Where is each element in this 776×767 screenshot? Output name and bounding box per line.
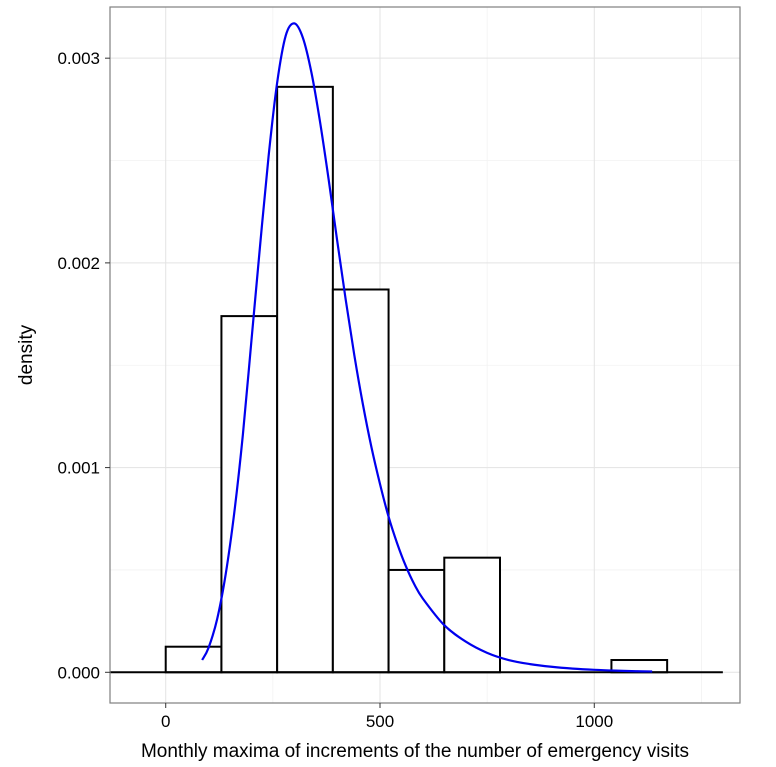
x-tick-label: 0 bbox=[161, 712, 170, 731]
panel-border bbox=[109, 6, 741, 704]
axis-ticks: 0 500 1000 0.000 0.001 0.002 0.003 bbox=[57, 49, 613, 731]
x-axis-title: Monthly maxima of increments of the numb… bbox=[141, 741, 689, 762]
y-axis-title: density bbox=[16, 324, 37, 385]
y-tick-label: 0.002 bbox=[57, 254, 100, 273]
x-tick-label: 500 bbox=[366, 712, 394, 731]
histogram-bar bbox=[276, 85, 334, 674]
histogram-bars bbox=[164, 85, 669, 674]
histogram-bar bbox=[387, 568, 446, 674]
y-tick-label: 0.001 bbox=[57, 459, 100, 478]
x-tick-label: 1000 bbox=[575, 712, 613, 731]
histogram-bar bbox=[164, 645, 223, 674]
y-tick-label: 0.003 bbox=[57, 49, 100, 68]
y-tick-label: 0.000 bbox=[57, 663, 100, 682]
density-curve bbox=[201, 22, 653, 673]
density-curve-line bbox=[201, 22, 653, 673]
